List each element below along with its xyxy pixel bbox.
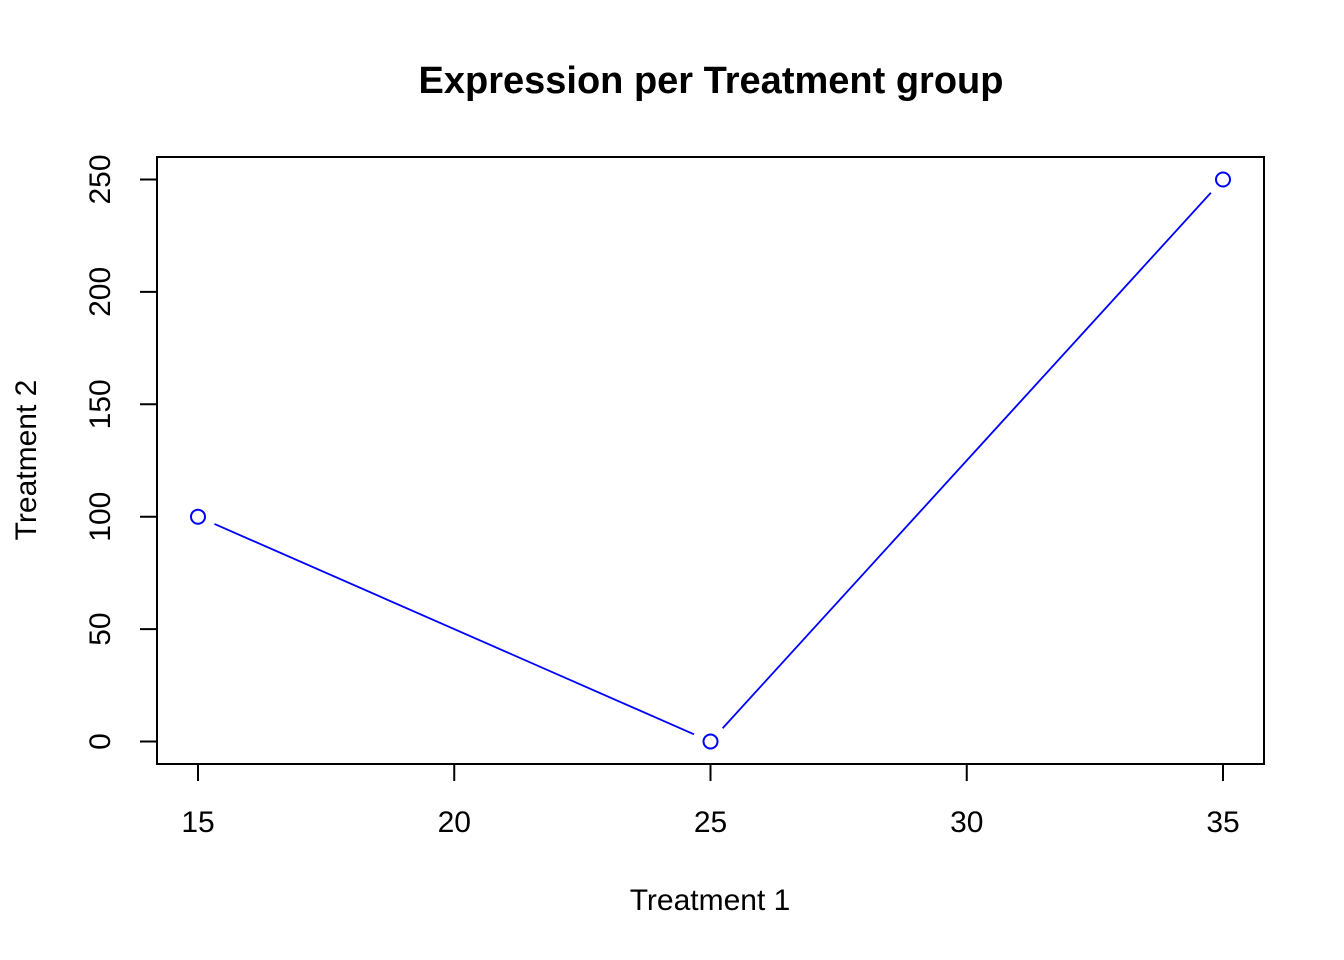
y-tick-label: 100 — [84, 492, 117, 542]
x-tick-label: 15 — [181, 806, 214, 839]
data-point — [702, 733, 719, 750]
series-segment — [721, 192, 1212, 729]
y-tick-label: 200 — [84, 267, 117, 317]
y-tick-label: 0 — [84, 733, 117, 750]
x-axis-label: Treatment 1 — [630, 884, 791, 917]
chart-title: Expression per Treatment group — [419, 60, 1004, 102]
series-line — [190, 171, 1231, 750]
series-segment — [214, 523, 695, 736]
x-axis: 15 20 25 30 35 — [181, 763, 1240, 839]
x-tick-label: 25 — [694, 806, 727, 839]
data-point — [1215, 171, 1231, 188]
y-tick-label: 150 — [84, 379, 117, 429]
data-point — [190, 508, 206, 525]
y-axis: 0 50 100 150 200 250 — [84, 154, 158, 750]
y-tick-label: 250 — [84, 154, 117, 204]
y-axis-label: Treatment 2 — [10, 380, 43, 541]
x-tick-label: 30 — [950, 806, 983, 839]
x-tick-label: 35 — [1206, 806, 1239, 839]
x-tick-label: 20 — [438, 806, 471, 839]
y-tick-label: 50 — [84, 612, 117, 645]
